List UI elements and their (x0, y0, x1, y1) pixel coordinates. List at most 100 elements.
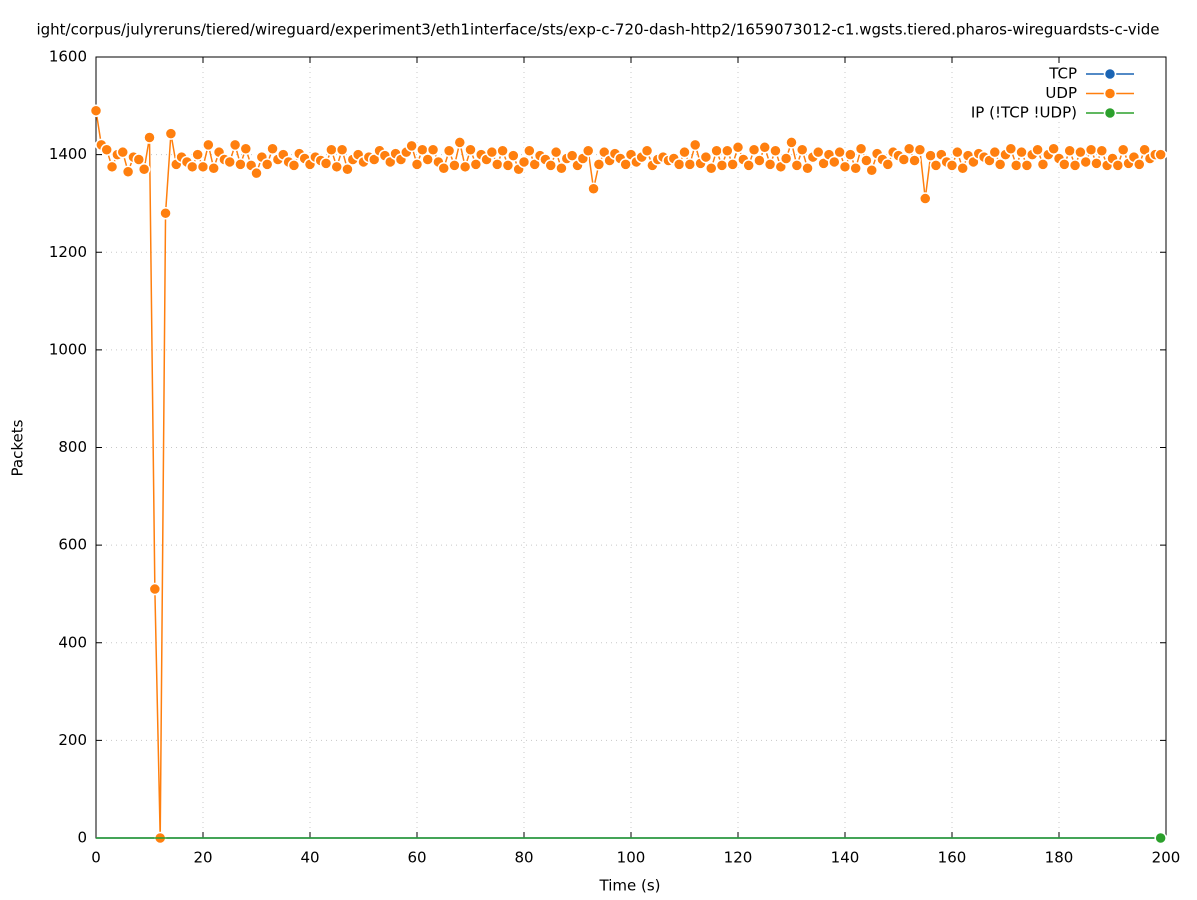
data-point (517, 155, 531, 169)
data-point (699, 150, 713, 164)
data-point (1111, 159, 1125, 172)
x-tick-label: 20 (193, 849, 212, 867)
data-point (1058, 158, 1071, 171)
data-point (105, 160, 119, 174)
data-point (865, 163, 878, 177)
data-point (335, 143, 349, 156)
data-point (250, 166, 263, 180)
data-point (207, 162, 220, 175)
data-point (341, 163, 354, 176)
data-point (1154, 148, 1167, 161)
data-point (137, 163, 151, 176)
data-point (678, 145, 691, 159)
y-tick-label: 0 (77, 829, 87, 847)
x-tick-label: 180 (1045, 849, 1074, 867)
data-point (854, 142, 868, 156)
data-point (581, 144, 595, 157)
y-tick-label: 400 (58, 633, 87, 651)
x-axis-label: Time (s) (599, 877, 661, 895)
data-point (159, 206, 172, 220)
data-point (266, 142, 279, 156)
data-point (426, 143, 440, 156)
data-point (945, 159, 959, 172)
data-point (908, 154, 921, 167)
data-point (496, 144, 509, 157)
data-point (1095, 144, 1109, 157)
data-point (458, 160, 472, 174)
data-point (812, 145, 825, 159)
y-tick-label: 1200 (49, 243, 87, 261)
legend-label: TCP (1048, 65, 1077, 83)
data-point (191, 148, 204, 161)
data-point (410, 158, 424, 171)
data-point (116, 145, 129, 159)
data-point (747, 143, 761, 156)
data-point (319, 157, 333, 170)
legend-marker (1103, 67, 1117, 81)
data-point (469, 158, 483, 171)
x-tick-label: 100 (617, 849, 646, 867)
data-point (683, 158, 697, 171)
data-point (555, 162, 568, 175)
y-tick-label: 1400 (49, 145, 87, 163)
x-tick-label: 80 (514, 849, 533, 867)
data-point (587, 182, 600, 196)
data-point (1090, 157, 1103, 170)
data-point (993, 158, 1007, 171)
data-point (121, 165, 135, 178)
data-point (710, 144, 723, 157)
chart-title: ight/corpus/julyreruns/tiered/wireguard/… (36, 21, 1159, 39)
data-point (769, 144, 782, 157)
data-point (437, 162, 450, 175)
data-point (860, 154, 873, 167)
data-point (1138, 143, 1151, 156)
x-tick-label: 140 (831, 849, 860, 867)
legend-label: IP (!TCP !UDP) (971, 104, 1077, 122)
data-point (913, 143, 927, 156)
x-tick-label: 60 (407, 849, 426, 867)
data-point (223, 155, 236, 169)
data-point (1047, 142, 1060, 156)
data-point (186, 160, 199, 174)
data-point (785, 136, 798, 149)
y-tick-label: 800 (58, 438, 87, 456)
data-point (833, 145, 846, 159)
data-point (705, 162, 718, 175)
data-point (640, 144, 654, 157)
data-point (330, 160, 343, 174)
data-point (464, 143, 477, 156)
data-point (849, 162, 862, 175)
data-point (929, 159, 943, 172)
data-point (405, 139, 418, 153)
data-point (287, 159, 301, 172)
data-point (1068, 159, 1082, 172)
data-point (260, 158, 274, 171)
data-point (1009, 159, 1023, 172)
data-point (239, 142, 253, 156)
data-point (742, 159, 755, 172)
data-point (1015, 145, 1028, 159)
data-point (592, 158, 606, 171)
data-point (148, 582, 162, 596)
data-point (528, 158, 541, 171)
data-point (491, 158, 504, 171)
data-point (544, 159, 557, 172)
x-tick-label: 0 (91, 849, 101, 867)
data-point (1036, 158, 1050, 171)
data-point (164, 127, 178, 140)
data-point (202, 138, 215, 152)
x-tick-label: 40 (300, 849, 319, 867)
y-tick-label: 1000 (49, 340, 87, 358)
data-point (453, 136, 467, 149)
data-point (501, 159, 515, 172)
data-point (132, 153, 146, 166)
data-point (507, 149, 520, 162)
data-point (951, 145, 964, 159)
data-point (1154, 831, 1167, 845)
data-point (753, 154, 766, 167)
data-point (1133, 158, 1146, 171)
data-point (688, 138, 702, 152)
data-point (881, 158, 895, 171)
data-point (196, 160, 210, 174)
data-point (795, 143, 809, 156)
